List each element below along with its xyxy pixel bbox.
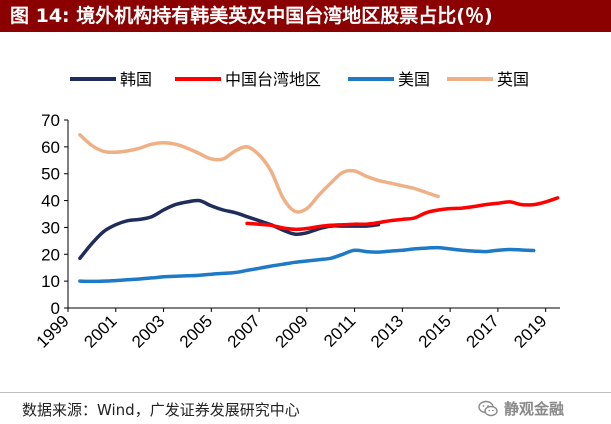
y-tick-label: 40: [41, 192, 60, 211]
figure-title: 图 14: 境外机构持有韩美英及中国台湾地区股票占比(％): [0, 0, 611, 32]
legend-label-0: 韩国: [120, 70, 152, 89]
x-tick-label: 2001: [80, 311, 120, 351]
x-tick-label: 2007: [224, 311, 264, 351]
y-tick-label: 0: [51, 299, 60, 318]
x-tick-label: 2009: [271, 311, 311, 351]
x-tick-label: 2003: [128, 311, 168, 351]
line-chart: 韩国 中国台湾地区 美国 英国 0 10 20 30 40 50 60 70 1999 2001 2003…: [33, 70, 560, 352]
data-source-note: 数据来源：Wind，广发证券发展研究中心: [22, 401, 300, 419]
figure-footer: 数据来源：Wind，广发证券发展研究中心 静观金融: [0, 392, 611, 424]
series-line-1: [245, 196, 560, 232]
x-tick-label: 2019: [510, 311, 550, 351]
y-tick-label: 10: [41, 272, 60, 291]
series-line-3: [78, 133, 440, 214]
watermark-text: 静观金融: [504, 400, 565, 418]
wechat-icon: [478, 400, 498, 416]
y-tick-label: 50: [41, 165, 60, 184]
legend-label-3: 英国: [497, 70, 529, 89]
x-tick-label: 2005: [176, 311, 216, 351]
watermark: 静观金融: [478, 398, 564, 419]
chart-series: [78, 133, 560, 284]
series-line-2: [78, 245, 536, 284]
y-tick-label: 30: [41, 218, 60, 237]
x-tick-label: 2017: [463, 311, 503, 351]
x-tick-label: 2015: [415, 311, 455, 351]
legend-label-2: 美国: [398, 70, 430, 89]
series-line-0: [78, 198, 381, 261]
legend-label-1: 中国台湾地区: [225, 70, 321, 89]
x-tick-label: 1999: [33, 311, 73, 351]
y-tick-label: 60: [41, 138, 60, 157]
x-tick-label: 2013: [367, 311, 407, 351]
y-tick-label: 20: [41, 245, 60, 264]
y-tick-label: 70: [41, 111, 60, 130]
x-tick-label: 2011: [320, 311, 359, 350]
chart-legend: 韩国 中国台湾地区 美国 英国: [70, 70, 529, 89]
